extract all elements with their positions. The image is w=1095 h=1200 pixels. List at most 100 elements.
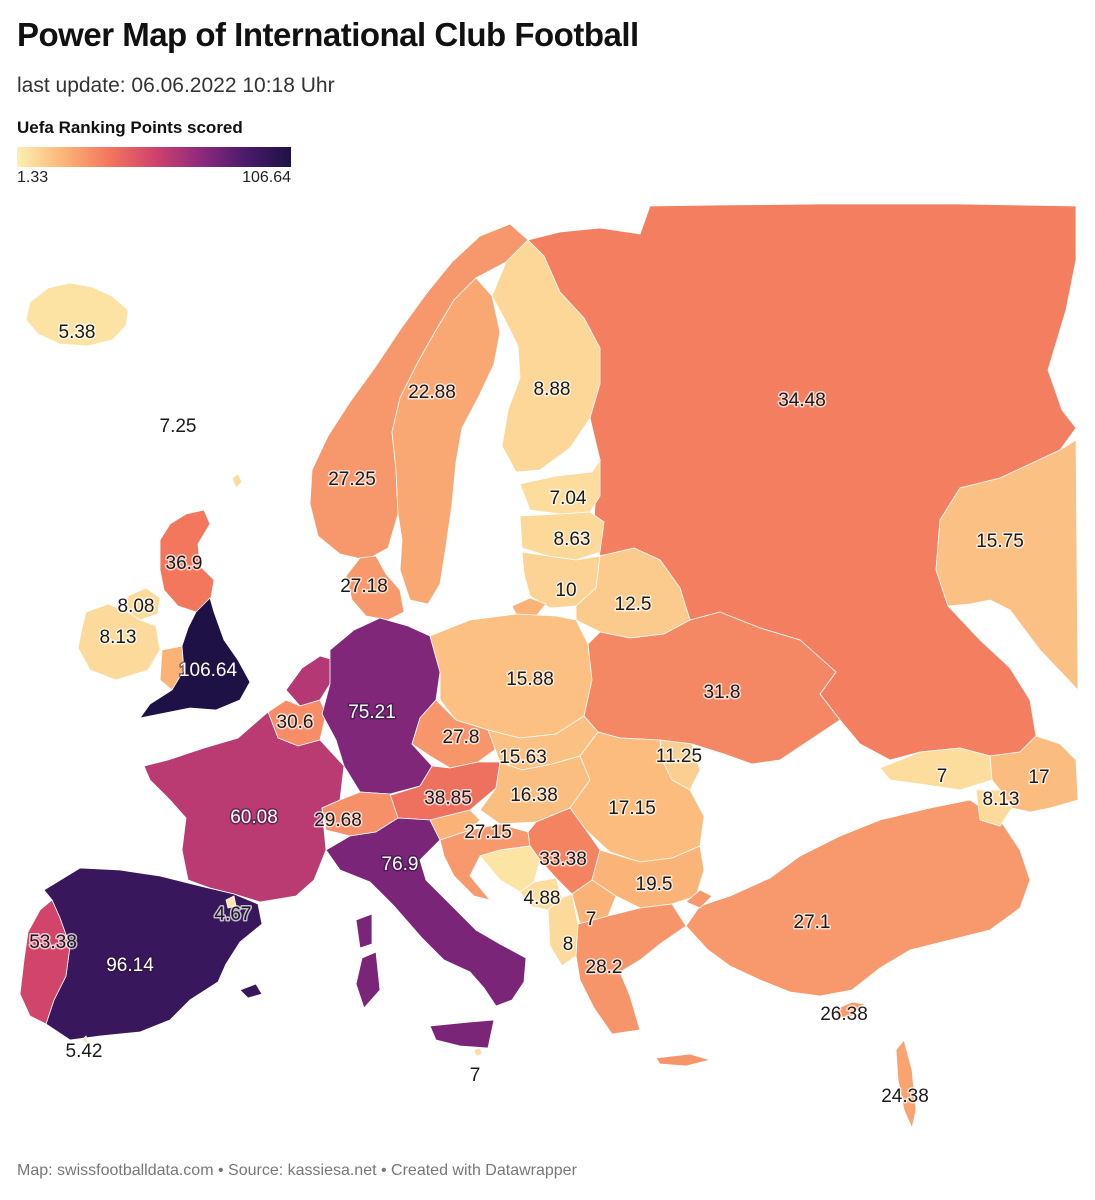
region-greece	[575, 903, 712, 1067]
region-shape-ireland	[77, 603, 161, 681]
value-label-albania: 8	[563, 934, 574, 955]
color-legend: Uefa Ranking Points scored 1.33 106.64	[17, 118, 291, 191]
region-shape-greece	[575, 903, 687, 1035]
region-armenia	[975, 789, 1013, 827]
region-shape-bosnia	[479, 845, 541, 893]
value-label-finland: 8.88	[534, 379, 571, 400]
region-gibraltar	[81, 1035, 89, 1045]
value-label-malta: 7	[470, 1065, 481, 1086]
europe-choropleth-map: 5.38 7.25 27.25 22.88 8.88 34.48 15.75 7.04 8.63…	[19, 203, 1079, 1130]
region-estonia	[519, 458, 601, 515]
region-shape-israel	[895, 1039, 917, 1130]
region-shape-iceland	[25, 282, 129, 347]
region-shape-greece	[655, 1053, 712, 1067]
region-shape-kaliningrad	[511, 597, 547, 617]
value-label-latvia: 8.63	[554, 529, 591, 550]
value-label-scotland: 36.9	[166, 553, 203, 574]
legend-max-label: 106.64	[242, 169, 291, 186]
value-label-cyprus: 26.38	[820, 1004, 868, 1025]
region-shape-kazakhstan	[935, 439, 1079, 692]
region-shape-estonia	[519, 458, 601, 515]
region-sweden	[391, 277, 501, 605]
value-label-iceland: 5.38	[59, 322, 96, 343]
region-italy	[325, 817, 527, 1049]
legend-labels: 1.33 106.64	[17, 169, 291, 191]
region-macedonia	[571, 879, 617, 925]
region-shape-denmark	[345, 555, 405, 621]
value-label-poland: 15.88	[506, 669, 554, 690]
value-label-bulgaria: 19.5	[636, 874, 673, 895]
value-label-norway: 27.25	[328, 469, 376, 490]
region-andorra	[225, 895, 237, 909]
region-iceland	[25, 282, 129, 347]
value-label-greece: 28.2	[586, 957, 623, 978]
value-label-ireland: 8.13	[100, 627, 137, 648]
value-label-belarus: 12.5	[615, 594, 652, 615]
region-shape-czechia	[411, 699, 501, 769]
region-shape-slovenia	[429, 809, 481, 841]
value-label-belgium: 30.6	[277, 712, 314, 733]
value-label-azerbaijan: 17	[1028, 767, 1049, 788]
value-label-armenia: 8.13	[983, 789, 1020, 810]
region-shape-armenia	[975, 789, 1013, 827]
value-label-sweden: 22.88	[408, 382, 456, 403]
region-slovenia	[429, 809, 481, 841]
region-israel	[895, 1039, 917, 1130]
region-shape-germany	[321, 617, 441, 795]
region-faroe	[231, 473, 243, 489]
value-label-faroe: 7.25	[160, 416, 197, 437]
region-scotland	[159, 509, 215, 613]
region-latvia	[519, 511, 605, 561]
value-label-andorra: 4.67	[215, 904, 252, 925]
value-label-germany: 75.21	[348, 702, 396, 723]
region-shape-gibraltar	[81, 1035, 89, 1045]
region-denmark	[345, 555, 405, 621]
region-shape-faroe	[231, 473, 243, 489]
value-label-denmark: 27.18	[340, 576, 388, 597]
region-malta	[473, 1047, 483, 1057]
region-shape-azerbaijan	[989, 735, 1079, 813]
region-shape-macedonia	[571, 879, 617, 925]
value-label-serbia: 33.38	[539, 849, 587, 870]
value-label-bosnia: 4.88	[524, 888, 561, 909]
value-label-israel: 24.38	[881, 1086, 929, 1107]
legend-gradient-bar	[17, 147, 291, 167]
legend-min-label: 1.33	[17, 169, 49, 186]
value-label-russia: 34.48	[778, 390, 826, 411]
region-shape-andorra	[225, 895, 237, 909]
value-label-montenegro: 7	[586, 909, 597, 930]
value-label-kazakhstan: 15.75	[976, 531, 1024, 552]
region-shape-france	[143, 711, 345, 903]
region-germany	[321, 617, 441, 795]
region-shape-malta	[473, 1047, 483, 1057]
value-label-france: 60.08	[230, 807, 278, 828]
region-portugal	[19, 899, 71, 1025]
value-label-hungary: 16.38	[510, 785, 558, 806]
value-label-georgia: 7	[937, 766, 948, 787]
value-label-lithuania: 10	[555, 580, 576, 601]
region-shape-portugal	[19, 899, 71, 1025]
value-label-switzerland: 29.68	[314, 810, 362, 831]
value-label-czechia: 27.8	[443, 727, 480, 748]
region-cyprus	[833, 1001, 865, 1019]
region-spain	[43, 867, 263, 1041]
region-shape-turkey	[685, 799, 1031, 997]
region-shape-spain	[239, 983, 263, 999]
region-england	[139, 597, 251, 719]
region-shape-italy	[355, 951, 381, 1009]
value-label-turkey: 27.1	[794, 912, 831, 933]
region-turkey	[685, 799, 1031, 997]
region-shape-italy	[325, 817, 527, 1007]
region-ireland	[77, 603, 161, 681]
region-azerbaijan	[989, 735, 1079, 813]
region-czechia	[411, 699, 501, 769]
region-shape-latvia	[519, 511, 605, 561]
value-label-ukraine: 31.8	[704, 682, 741, 703]
value-label-england: 106.64	[179, 660, 238, 681]
value-label-romania: 17.15	[608, 798, 656, 819]
chart-title: Power Map of International Club Football	[17, 16, 639, 53]
region-shape-cyprus	[833, 1001, 865, 1019]
value-label-slovakia: 15.63	[499, 747, 547, 768]
legend-title: Uefa Ranking Points scored	[17, 118, 243, 137]
region-shape-scotland	[159, 509, 215, 613]
